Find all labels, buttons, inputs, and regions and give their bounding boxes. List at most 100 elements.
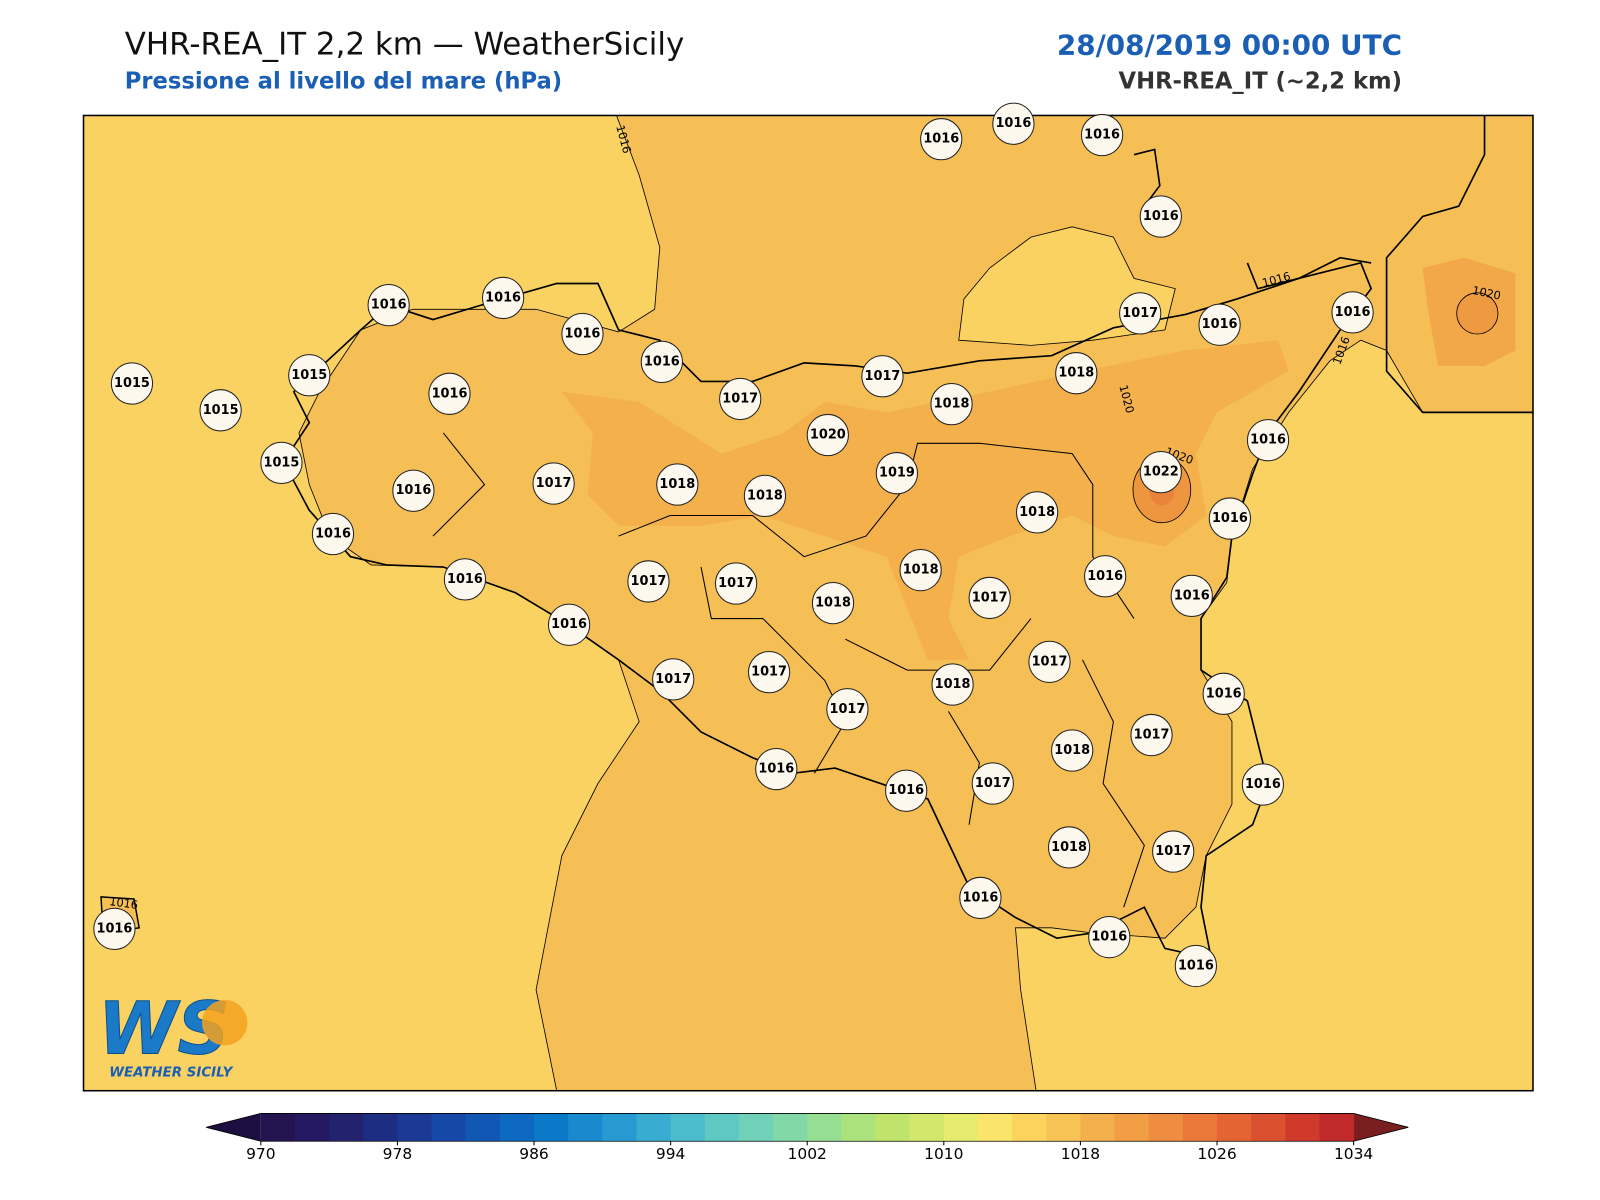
- station-marker: [1331, 291, 1374, 334]
- colorbar-swatch: [738, 1113, 774, 1142]
- station-marker: [1088, 915, 1131, 959]
- station-marker: [1130, 713, 1173, 757]
- station-marker: [288, 354, 331, 397]
- station-value: 1016: [1084, 128, 1120, 143]
- station-value: 1017: [1122, 306, 1158, 321]
- station-marker: [1015, 491, 1059, 534]
- colorbar-tick-label: 1034: [1334, 1145, 1373, 1163]
- coastline: [282, 261, 1373, 960]
- colorbar-swatch: [534, 1113, 569, 1142]
- station-marker: [640, 340, 683, 383]
- station-value: 1022: [1143, 465, 1179, 480]
- station-value: 1016: [315, 527, 351, 542]
- station-value: 1017: [718, 576, 754, 591]
- colorbar-under: [206, 1113, 261, 1142]
- station-value: 1015: [291, 368, 327, 383]
- station-value: 1016: [758, 762, 794, 777]
- station-value: 1015: [114, 376, 150, 391]
- station-value: 1016: [447, 572, 483, 587]
- station-value: 1019: [879, 466, 915, 481]
- colorbar-swatch: [1319, 1113, 1355, 1142]
- station-value: 1016: [1091, 930, 1127, 945]
- station-value: 1017: [722, 391, 758, 406]
- station-value: 1018: [659, 477, 695, 492]
- colorbar-swatch: [363, 1113, 398, 1142]
- station-value: 1016: [1250, 433, 1286, 448]
- station-value: 1018: [903, 563, 939, 578]
- station-marker: [826, 688, 869, 731]
- station-value: 1017: [655, 672, 691, 687]
- station-value: 1017: [830, 702, 866, 717]
- colorbar-swatch: [1217, 1113, 1252, 1142]
- station-marker: [1246, 419, 1290, 462]
- station-marker: [1152, 830, 1195, 873]
- station-marker: [714, 562, 758, 605]
- station-marker: [1241, 763, 1285, 806]
- logo-text: WEATHER SICILY: [109, 1065, 233, 1080]
- colorbar: 970 978 986 994 1002 1010 1018 1026 1034: [206, 1112, 1409, 1163]
- station-marker: [532, 462, 575, 505]
- station-marker: [547, 603, 591, 646]
- station-marker: [1198, 303, 1241, 346]
- station-value: 1017: [751, 665, 787, 680]
- station-marker: [1051, 729, 1094, 772]
- colorbar-swatch: [1046, 1113, 1081, 1142]
- station-marker: [93, 907, 136, 950]
- station-value: 1015: [264, 455, 300, 470]
- station-value: 1016: [962, 890, 998, 905]
- station-value: 1016: [1245, 777, 1281, 792]
- station-marker: [311, 512, 355, 556]
- station-marker: [755, 747, 798, 791]
- colorbar-over: [1353, 1113, 1409, 1142]
- colorbar-swatch: [875, 1113, 911, 1142]
- station-value: 1018: [934, 397, 970, 412]
- station-marker: [959, 876, 1002, 920]
- colorbar-swatch: [943, 1113, 979, 1142]
- station-marker: [1119, 292, 1162, 335]
- colorbar-tick-label: 1010: [924, 1145, 963, 1163]
- station-marker: [367, 284, 410, 327]
- station-value: 1017: [536, 476, 572, 491]
- station-value: 1018: [1054, 743, 1090, 758]
- colorbar-swatch: [1251, 1113, 1286, 1142]
- colorbar-swatch: [773, 1113, 808, 1142]
- colorbar-swatch: [260, 1113, 296, 1142]
- station-marker: [992, 102, 1035, 145]
- colorbar-swatch: [431, 1113, 467, 1142]
- station-value: 1017: [1155, 844, 1191, 859]
- station-value: 1017: [972, 590, 1008, 605]
- colorbar-swatch: [1182, 1113, 1218, 1142]
- station-marker: [481, 276, 525, 320]
- station-value: 1018: [1051, 840, 1087, 855]
- station-marker: [920, 118, 963, 161]
- colorbar-tick-label: 1026: [1197, 1145, 1236, 1163]
- station-value: 1017: [975, 776, 1011, 791]
- station-marker: [1174, 944, 1218, 988]
- colorbar-swatch: [499, 1113, 535, 1142]
- station-value: 1016: [1178, 958, 1214, 973]
- station-marker: [875, 452, 919, 495]
- colorbar-tick-label: 1002: [788, 1145, 827, 1163]
- station-marker: [747, 651, 791, 694]
- station-marker: [930, 382, 973, 426]
- station-value: 1016: [1206, 686, 1242, 701]
- station-marker: [110, 362, 154, 405]
- station-value: 1018: [1058, 366, 1094, 381]
- station-value: 1016: [1212, 511, 1248, 526]
- colorbar-swatch: [909, 1113, 945, 1142]
- colorbar-swatch: [636, 1113, 672, 1142]
- colorbar-swatch: [1285, 1113, 1320, 1142]
- station-value: 1016: [1202, 317, 1238, 332]
- station-value: 1018: [815, 596, 851, 611]
- station-marker: [1170, 574, 1213, 618]
- station-value: 1016: [485, 290, 521, 305]
- station-marker: [1055, 352, 1098, 395]
- station-marker: [968, 576, 1011, 620]
- colorbar-tick-label: 978: [383, 1145, 412, 1163]
- logo-sun: [202, 1000, 248, 1046]
- station-value: 1017: [631, 574, 667, 589]
- station-value: 1016: [1143, 209, 1179, 224]
- colorbar-swatch: [1080, 1113, 1116, 1142]
- station-marker: [1047, 826, 1091, 869]
